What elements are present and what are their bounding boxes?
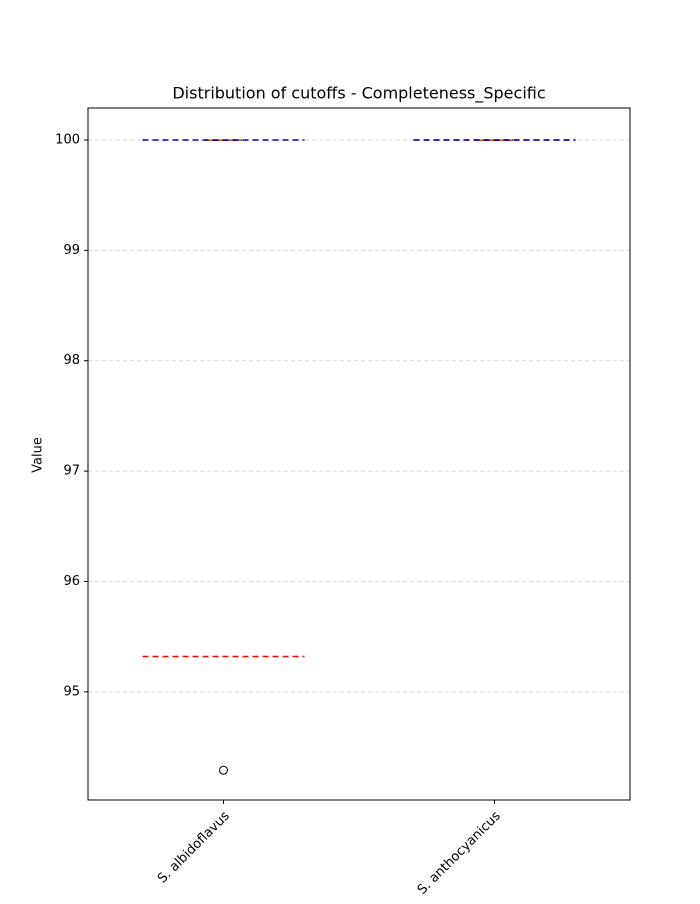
chart-title: Distribution of cutoffs - Completeness_S… — [172, 84, 545, 104]
y-tick-label: 98 — [63, 353, 80, 368]
plot-frame — [87, 107, 631, 801]
y-axis-label: Value — [31, 437, 46, 473]
x-tick-label: S. albidoflavus — [155, 809, 233, 887]
y-tick-label: 100 — [55, 133, 80, 148]
y-tick-label: 95 — [63, 684, 80, 699]
y-tick-label: 96 — [63, 574, 80, 589]
y-tick-label: 97 — [63, 464, 80, 479]
x-tick-label: S. anthocyanicus — [415, 809, 504, 898]
outlier — [219, 765, 228, 775]
y-tick-label: 99 — [63, 243, 80, 258]
